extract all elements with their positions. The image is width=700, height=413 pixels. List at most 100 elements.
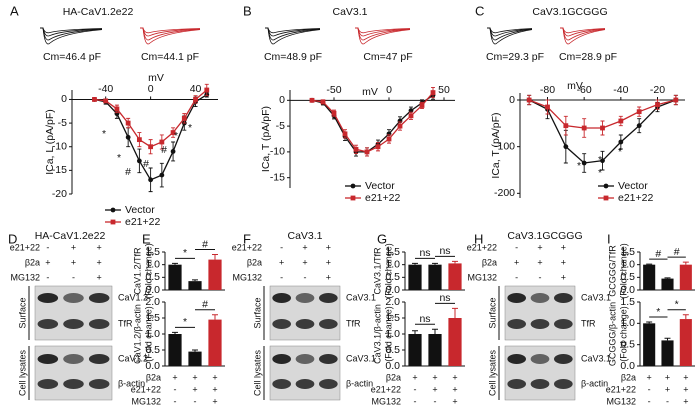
- y-tick-label: 1.0: [145, 258, 160, 270]
- condition-sign: +: [97, 242, 102, 252]
- y-tick-label: 0.0: [385, 284, 400, 296]
- y-axis-label: (Fold change): [618, 306, 628, 362]
- data-point: [181, 115, 187, 121]
- series-line: [311, 92, 434, 153]
- condition-sign: -: [515, 272, 518, 282]
- condition-sign: +: [71, 257, 76, 267]
- condition-sign: +: [212, 384, 217, 394]
- blot-band: [530, 354, 550, 364]
- data-point: [342, 131, 348, 137]
- condition-sign: -: [414, 396, 417, 406]
- x-tick-label: -20: [650, 84, 665, 96]
- blot-title: CaV3.1: [287, 230, 322, 242]
- annotation: *: [174, 130, 178, 142]
- data-point: [581, 125, 587, 131]
- panel-letter: H: [474, 231, 483, 246]
- condition-sign: +: [45, 257, 50, 267]
- bar: [188, 351, 202, 366]
- data-point: [581, 160, 587, 166]
- data-point: [170, 149, 176, 154]
- condition-label: MG132: [232, 272, 262, 282]
- annotation: *: [618, 146, 622, 158]
- band-label: TfR: [118, 318, 133, 328]
- condition-label: e21+22: [606, 384, 636, 394]
- x-axis-label: mV: [567, 80, 583, 92]
- current-trace: [560, 27, 606, 37]
- y-axis-label: ICa, T (pA/pF): [260, 106, 272, 172]
- data-point: [419, 103, 425, 108]
- y-axis-label: (Fold change): [618, 243, 628, 299]
- panel-letter: A: [10, 3, 19, 18]
- data-point: [636, 123, 642, 129]
- annotation: ns: [439, 292, 450, 304]
- annotation: *: [183, 316, 187, 328]
- blot-band: [554, 354, 573, 364]
- error-bar: [452, 260, 458, 264]
- current-trace: [40, 27, 103, 41]
- blot-band: [319, 319, 338, 329]
- capacitance-label: Cm=44.1 pF: [141, 51, 199, 63]
- current-trace: [265, 27, 321, 41]
- legend-marker: [110, 219, 116, 225]
- data-point: [600, 125, 605, 131]
- annotation: *: [598, 154, 602, 166]
- annotation: ns: [419, 247, 430, 259]
- bar: [448, 318, 462, 366]
- capacitance-label: Cm=29.3 pF: [486, 51, 544, 63]
- data-point: [148, 177, 154, 183]
- annotation: #: [202, 299, 208, 311]
- bar: [643, 264, 656, 290]
- bar: [428, 334, 442, 366]
- condition-sign: +: [326, 272, 331, 282]
- condition-label: MG132: [606, 396, 636, 406]
- legend-label: e21+22: [365, 192, 400, 204]
- blot-title: CaV3.1GCGGG: [507, 230, 582, 242]
- condition-sign: +: [302, 242, 307, 252]
- condition-sign: +: [561, 242, 566, 252]
- blot-group-label: Surface: [17, 297, 27, 328]
- annotation: #: [161, 144, 167, 156]
- y-tick-label: 0: [61, 93, 67, 105]
- blot-band: [554, 293, 573, 303]
- band-label: CaV3.1: [346, 292, 376, 302]
- x-tick-label: 50: [438, 84, 450, 96]
- band-label: CaV3.1: [346, 353, 376, 363]
- annotation: #: [125, 166, 131, 178]
- bar: [661, 340, 674, 366]
- bar: [208, 259, 222, 290]
- current-trace: [140, 27, 201, 37]
- y-tick-label: 1.0: [385, 258, 400, 270]
- condition-sign: +: [212, 372, 217, 382]
- blot-band: [63, 354, 84, 364]
- condition-sign: +: [683, 384, 688, 394]
- y-tick-label: -10: [52, 141, 67, 153]
- bar: [408, 264, 422, 290]
- blot-band: [88, 379, 110, 389]
- condition-sign: +: [514, 257, 519, 267]
- blot-band: [37, 293, 59, 303]
- annotation: *: [598, 167, 602, 179]
- y-tick-label: 0.5: [145, 344, 160, 356]
- condition-label: MG132: [10, 272, 40, 282]
- blot-band: [319, 293, 338, 303]
- current-trace: [487, 27, 533, 34]
- panel-letter: E: [142, 231, 151, 246]
- y-tick-label: 0.0: [385, 360, 400, 372]
- y-tick-label: 1.0: [620, 258, 635, 270]
- condition-label: e21+22: [10, 242, 40, 252]
- y-tick-label: -15: [270, 171, 285, 183]
- data-point: [136, 137, 142, 143]
- legend-label: e21+22: [618, 192, 653, 204]
- condition-sign: +: [302, 257, 307, 267]
- condition-sign: -: [174, 384, 177, 394]
- blot-band: [88, 293, 110, 303]
- blot-band: [63, 293, 84, 303]
- data-point: [114, 106, 120, 112]
- blot-band: [319, 379, 338, 389]
- y-tick-label: 1.0: [145, 328, 160, 340]
- condition-label: e21+22: [131, 384, 161, 394]
- error-bar: [664, 277, 671, 279]
- condition-sign: -: [666, 396, 669, 406]
- data-point: [309, 97, 315, 103]
